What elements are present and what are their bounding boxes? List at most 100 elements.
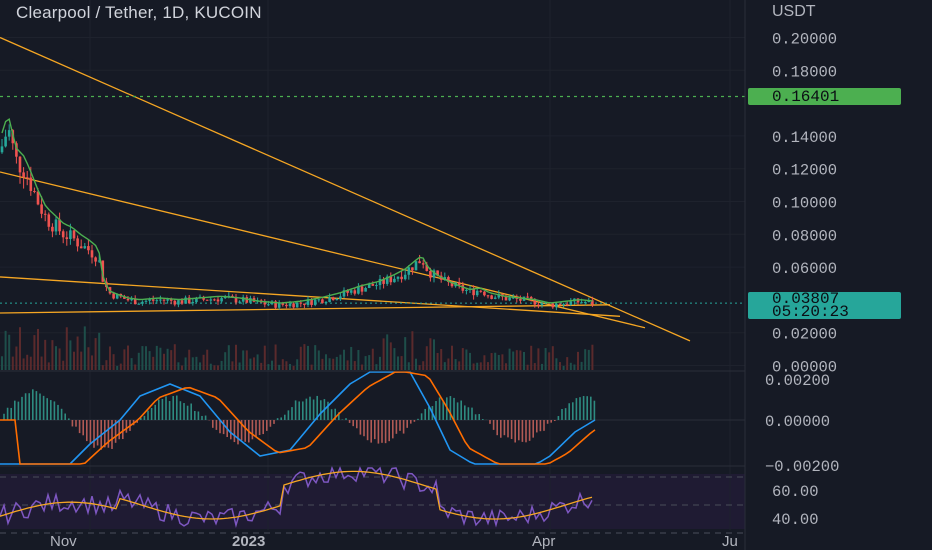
macd-histogram-bar: [575, 398, 578, 420]
macd-histogram-bar: [453, 397, 455, 420]
candle-body: [130, 298, 133, 301]
macd-histogram-bar: [179, 401, 182, 420]
macd-histogram-bar: [122, 420, 124, 440]
volume-bar: [382, 338, 385, 370]
volume-bar: [11, 356, 14, 370]
volume-bar: [227, 345, 230, 370]
candle-body: [159, 299, 162, 301]
time-tick-label: Ju: [722, 533, 738, 550]
macd-histogram-bar: [230, 420, 232, 440]
volume-bar: [98, 332, 101, 370]
volume-bar: [469, 352, 471, 370]
rsi-pane: [0, 465, 745, 534]
candle-body: [180, 300, 184, 304]
rsi-tick-label: 60.00: [772, 483, 819, 501]
macd-histogram-bar: [68, 418, 70, 420]
candle-body: [472, 288, 475, 296]
macd-histogram-bar: [474, 414, 477, 420]
candle-body: [591, 300, 594, 305]
volume-bar: [181, 365, 183, 370]
volume-bar: [170, 350, 173, 370]
macd-histogram-bar: [140, 417, 142, 420]
volume-bar: [501, 354, 504, 370]
rsi-ma-line: [0, 470, 593, 520]
volume-bar: [65, 327, 68, 370]
candle-body: [40, 204, 43, 214]
volume-bar: [497, 354, 500, 370]
macd-histogram-bar: [510, 420, 513, 440]
macd-histogram-bar: [546, 420, 549, 424]
volume-bar: [166, 348, 169, 370]
candle-body: [375, 285, 378, 287]
macd-histogram-bar: [417, 418, 419, 420]
candle-body: [87, 246, 90, 251]
price-tick-label: 0.10000: [772, 195, 837, 213]
price-axis[interactable]: 0.20000 0.18000 0.14000 0.12000 0.10000 0.080…: [772, 31, 837, 377]
macd-histogram-bar: [525, 420, 527, 443]
macd-histogram-bar: [78, 420, 81, 434]
volume-bar: [317, 350, 320, 370]
candle-body: [551, 303, 555, 308]
moving-average-line: [1, 117, 593, 304]
alert-price-badge[interactable]: 0.16401: [748, 88, 901, 106]
macd-histogram-bar: [554, 420, 556, 422]
volume-bar: [584, 349, 587, 370]
macd-histogram-bar: [42, 395, 45, 420]
volume-bar: [73, 351, 75, 370]
macd-histogram-bar: [449, 396, 452, 420]
volume-bar: [433, 339, 435, 370]
trendline: [0, 276, 621, 317]
trendlines[interactable]: [0, 36, 691, 342]
macd-histogram-bar: [334, 408, 336, 420]
macd-histogram-bar: [500, 420, 502, 438]
volume-bar: [1, 356, 3, 370]
volume-bar: [285, 361, 288, 370]
candle-body: [349, 290, 353, 293]
candle-body: [537, 304, 540, 306]
candle-body: [529, 297, 533, 299]
candle-body: [0, 146, 4, 153]
candle-body: [148, 299, 151, 301]
candle-body: [583, 302, 587, 304]
candle-body: [69, 230, 72, 240]
volume-bar: [487, 362, 489, 370]
candle-body: [162, 299, 166, 301]
volume-bar: [256, 354, 259, 370]
macd-histogram-bar: [507, 420, 509, 438]
macd-histogram-bar: [543, 420, 545, 431]
macd-histogram-bar: [194, 410, 196, 420]
time-axis[interactable]: Nov 2023 Apr Ju: [50, 533, 738, 550]
macd-histogram-bar: [35, 391, 38, 420]
macd-histogram-bar: [478, 414, 480, 420]
candle-body: [76, 238, 79, 247]
volume-bar: [335, 356, 338, 370]
macd-histogram-bar: [305, 398, 308, 420]
macd-histogram-bar: [104, 420, 106, 448]
volume-bar: [188, 349, 191, 370]
candle-body: [447, 277, 450, 282]
macd-histogram-bar: [75, 420, 77, 427]
candle-body: [213, 299, 216, 301]
candle-body: [184, 297, 187, 304]
macd-histogram-bar: [183, 403, 185, 420]
volume-bar: [134, 364, 137, 370]
volume-bar: [530, 345, 533, 370]
candle-body: [342, 290, 346, 297]
volume-bar: [476, 362, 479, 370]
macd-histogram-bar: [291, 407, 293, 420]
macd-histogram-bar: [356, 420, 358, 429]
macd-histogram-bar: [381, 420, 383, 443]
price-tick-label: 0.14000: [772, 129, 837, 147]
candle-body: [292, 303, 295, 308]
candle-body: [112, 293, 115, 299]
macd-histogram-bar: [240, 420, 243, 441]
volume-bar: [94, 338, 97, 370]
candle-body: [288, 303, 292, 307]
candle-body: [29, 177, 33, 191]
macd-histogram-bar: [399, 420, 401, 431]
volume-bar: [245, 350, 248, 370]
candle-body: [357, 286, 360, 294]
volume-bar: [249, 358, 252, 370]
candle-body: [187, 297, 191, 304]
